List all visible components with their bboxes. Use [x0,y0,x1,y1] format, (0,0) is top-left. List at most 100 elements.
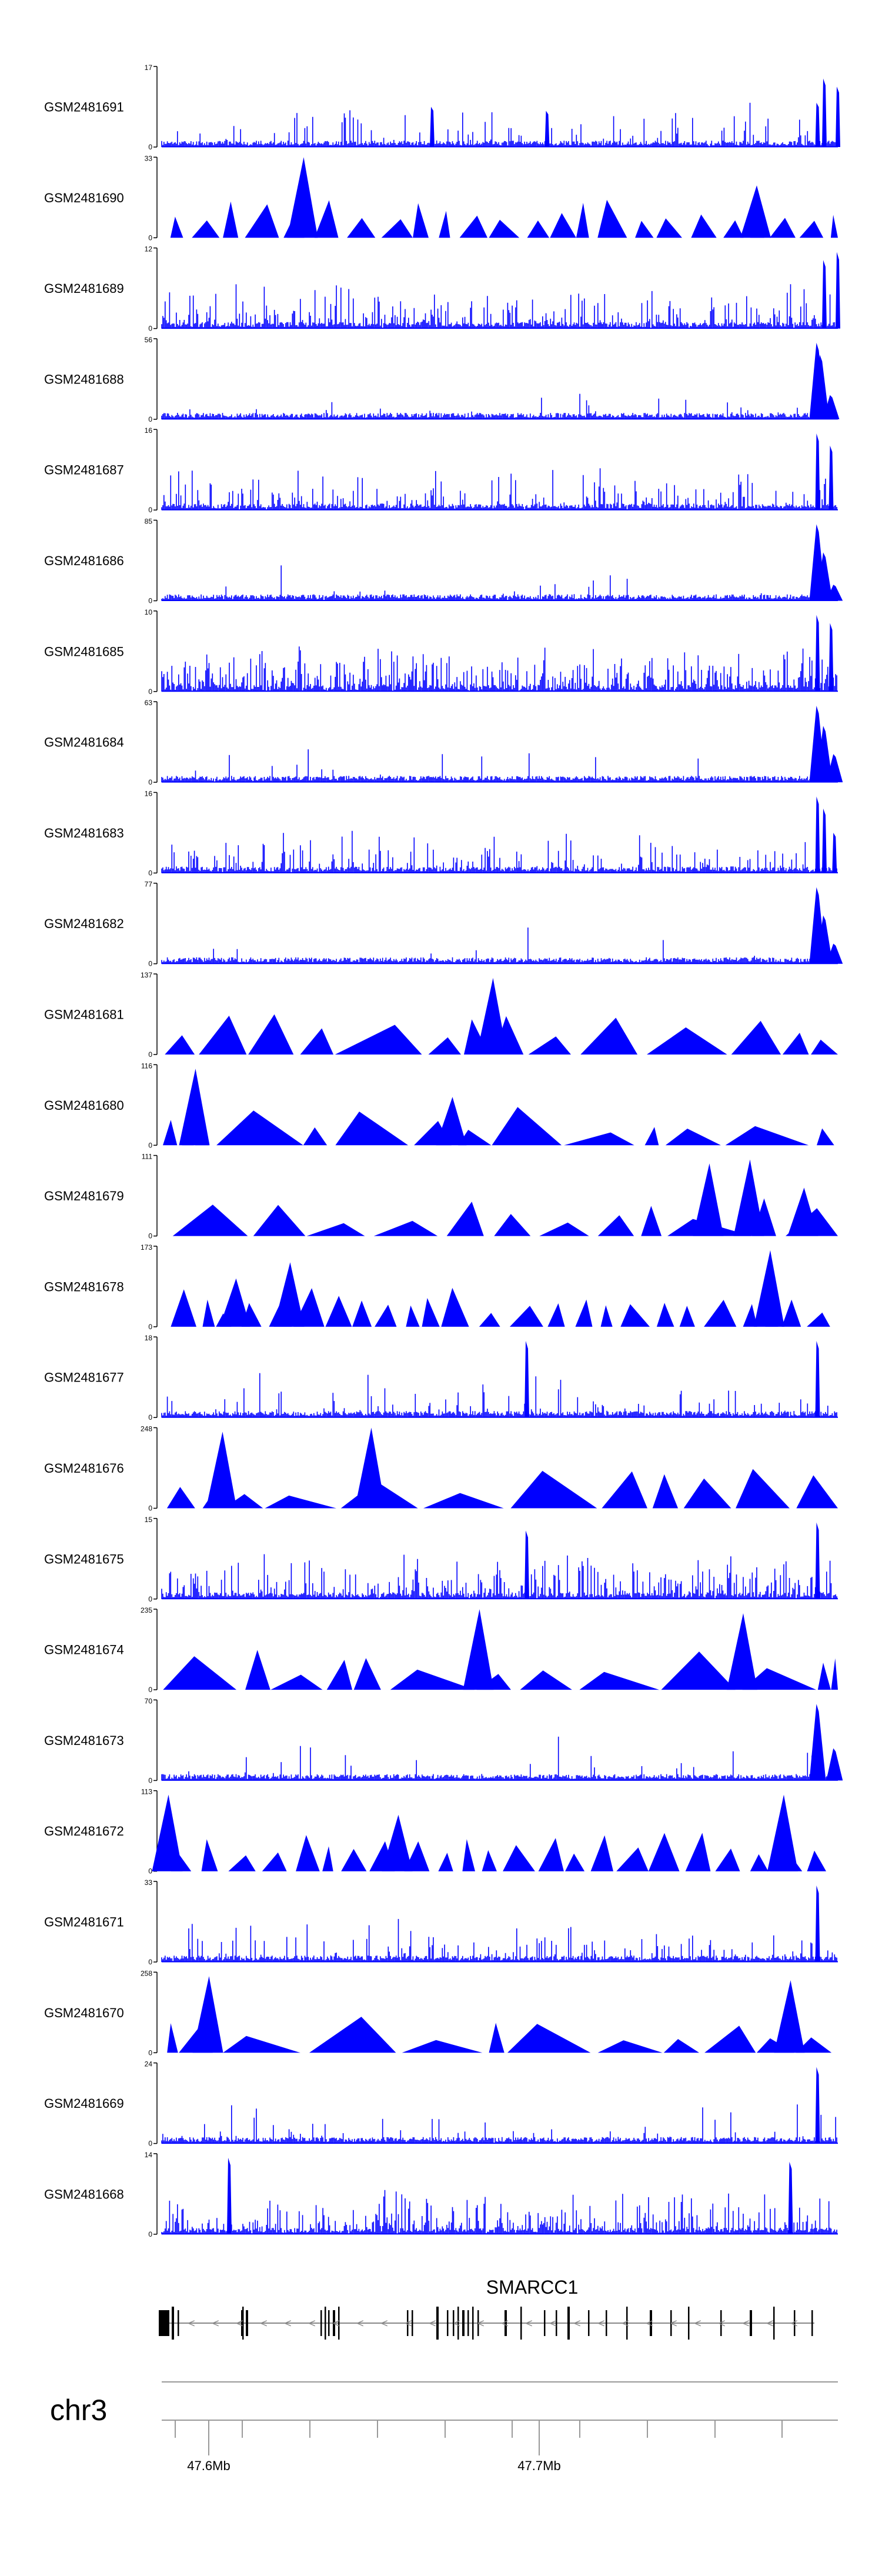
y-min-label: 0 [148,506,152,514]
track-label: GSM2481682 [44,916,124,931]
strand-arrow: < [453,2317,460,2330]
signal-track: GSM2481673 70 0 [44,1697,843,1784]
track-label: GSM2481673 [44,1733,124,1748]
exon [544,2310,546,2336]
track-label: GSM2481670 [44,2006,124,2020]
exon [811,2310,813,2336]
strand-arrow: < [333,2317,340,2330]
exon [650,2310,652,2336]
y-max-label: 18 [145,1334,153,1342]
exon [338,2307,340,2340]
strand-arrow: < [670,2317,677,2330]
exon [242,2307,244,2340]
y-max-label: 10 [145,608,153,616]
signal-peak [816,915,833,964]
y-max-label: 248 [141,1425,152,1433]
strand-arrow: < [502,2317,509,2330]
y-max-label: 63 [145,699,153,707]
track-label: GSM2481688 [44,372,124,386]
signal-peak [524,1341,529,1418]
track-label: GSM2481674 [44,1643,124,1657]
y-max-label: 16 [145,426,153,435]
signal-peak [544,111,550,147]
coverage-area [162,2017,838,2053]
strand-arrow: < [477,2317,485,2330]
signal-track: GSM2481675 15 0 [44,1516,838,1603]
signal-peak [822,260,827,329]
track-label: GSM2481675 [44,1551,124,1566]
y-max-label: 56 [145,336,153,344]
coverage-peak [179,1069,210,1146]
y-min-label: 0 [148,778,152,786]
strand-arrow: < [598,2317,605,2330]
signal-bars [161,749,837,783]
chromosome-name: chr3 [50,2394,107,2427]
signal-track: GSM2481688 56 0 [44,336,840,423]
track-label: GSM2481686 [44,553,124,568]
coverage-area [162,1650,838,1690]
y-max-label: 113 [141,1788,152,1796]
signal-peak [832,832,837,873]
y-min-label: 0 [148,325,152,333]
exon [567,2307,570,2340]
signal-track: GSM2481676 248 0 [44,1425,838,1513]
signal-bars [161,1554,837,1599]
track-label: GSM2481678 [44,1279,124,1294]
coverage-peak [436,1097,467,1146]
track-label: GSM2481676 [44,1461,124,1476]
strand-arrow: < [285,2317,292,2330]
track-label: GSM2481680 [44,1098,124,1113]
strand-arrow: < [405,2317,412,2330]
signal-tracks: GSM2481691170GSM2481690330GSM2481689120G… [44,64,843,2238]
exon [773,2307,775,2340]
y-min-label: 0 [148,1413,152,1422]
strand-arrow: < [646,2317,653,2330]
coverage-peak [754,1250,784,1327]
coverage-peak [727,1613,757,1690]
y-max-label: 173 [141,1243,152,1252]
coverage-area [162,1833,838,1871]
coverage-peak [219,1278,250,1327]
exon [477,2310,479,2336]
signal-track: GSM2481678 173 0 [44,1243,838,1331]
y-max-label: 70 [145,1697,153,1705]
signal-bars [161,393,837,419]
signal-track: GSM2481669 24 0 [44,2060,838,2148]
y-max-label: 15 [145,1516,153,1524]
strand-arrow: < [526,2317,533,2330]
exon [556,2310,557,2336]
coverage-area [162,1469,838,1509]
exon [178,2310,179,2336]
signal-bars [161,1373,837,1418]
signal-peak [815,102,820,147]
signal-peak [816,726,833,783]
y-min-label: 0 [148,1686,152,1694]
strand-arrow: < [381,2317,388,2330]
y-max-label: 14 [145,2151,153,2159]
coverage-peak [192,1976,223,2053]
utr-block [159,2310,169,2336]
axis-tick-label: 47.6Mb [187,2458,230,2473]
signal-peak [826,754,843,783]
coverage-peak [733,1159,764,1236]
exon [172,2307,174,2340]
strand-arrow: < [212,2317,219,2330]
y-min-label: 0 [148,869,152,877]
strand-arrow: < [694,2317,701,2330]
exon [241,2310,243,2336]
signal-track: GSM2481677 18 0 [44,1334,838,1422]
y-max-label: 77 [145,880,153,889]
signal-bars [161,565,837,601]
strand-arrow: < [188,2317,195,2330]
signal-peak [815,615,820,692]
strand-arrow: < [622,2317,629,2330]
signal-bars [161,646,837,692]
track-label: GSM2481668 [44,2187,124,2201]
track-label: GSM2481689 [44,281,124,296]
exon [588,2310,590,2336]
y-max-label: 85 [145,518,153,526]
track-label: GSM2481690 [44,191,124,205]
y-min-label: 0 [148,143,152,151]
exon [720,2310,722,2336]
